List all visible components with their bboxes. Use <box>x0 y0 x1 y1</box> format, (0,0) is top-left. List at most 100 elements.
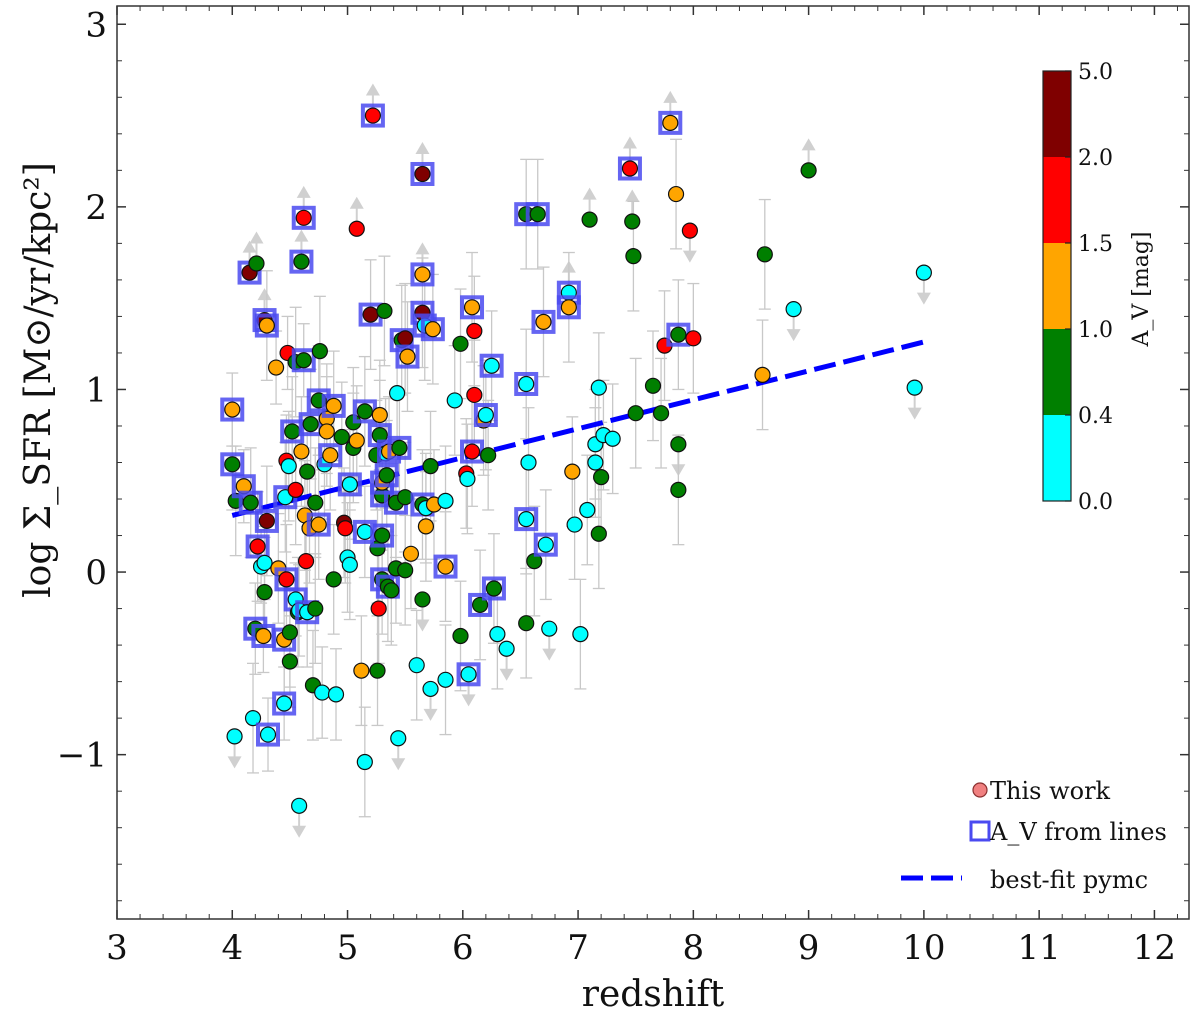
data-point <box>341 476 358 493</box>
lower-limit-arrow <box>257 288 272 301</box>
av-lines-square <box>245 534 270 559</box>
data-point <box>397 330 414 347</box>
upper-limit-arrow <box>292 825 307 838</box>
data-point <box>564 463 581 480</box>
colorbar-segment <box>1043 329 1071 415</box>
data-point <box>489 626 506 643</box>
data-point <box>348 220 365 237</box>
av-lines-square <box>289 249 314 274</box>
data-point <box>572 626 589 643</box>
data-point <box>624 213 641 230</box>
upper-limit-arrow <box>227 756 242 769</box>
data-point <box>322 447 339 464</box>
av-lines-square <box>256 722 281 747</box>
data-point <box>356 753 373 771</box>
lower-limit-arrow <box>365 83 380 96</box>
data-point <box>278 571 295 588</box>
lower-limit-arrow <box>625 189 640 202</box>
data-point <box>466 322 483 340</box>
data-point <box>560 299 577 316</box>
legend-av-lines-marker <box>969 820 991 842</box>
data-point <box>579 501 596 519</box>
upper-limit-arrow <box>499 668 514 681</box>
data-point <box>452 627 469 645</box>
data-point <box>670 481 687 498</box>
data-point <box>466 386 483 404</box>
data-point <box>477 406 494 424</box>
av-lines-square <box>337 472 362 497</box>
data-point <box>437 558 454 575</box>
data-point <box>518 375 535 393</box>
av-lines-square <box>291 205 316 230</box>
data-point <box>295 352 312 369</box>
upper-limit-arrow <box>461 694 476 707</box>
data-point <box>224 401 241 418</box>
x-tick-label: 7 <box>567 928 589 968</box>
data-point <box>297 553 315 570</box>
colorbar-segment <box>1043 415 1071 501</box>
data-point <box>414 266 431 283</box>
data-point <box>590 525 607 542</box>
x-tick-label: 10 <box>902 928 945 968</box>
data-point <box>566 516 583 533</box>
upper-limit-arrow <box>786 329 801 342</box>
data-point <box>302 416 319 433</box>
colorbar-segment <box>1043 157 1071 243</box>
lower-limit-arrow <box>242 240 257 253</box>
data-point <box>353 662 370 679</box>
data-point <box>667 185 685 203</box>
data-point <box>287 481 304 498</box>
data-point <box>670 326 687 343</box>
av-lines-square <box>220 397 245 422</box>
data-point <box>371 406 388 424</box>
av-lines-square <box>387 435 412 460</box>
data-point <box>399 348 416 365</box>
data-point <box>662 114 679 131</box>
av-lines-square <box>272 691 297 716</box>
data-point <box>906 379 923 396</box>
av-lines-square <box>291 348 316 373</box>
data-point <box>383 582 400 599</box>
data-point <box>364 107 381 124</box>
data-point <box>681 222 698 239</box>
x-tick-label: 11 <box>1018 928 1061 968</box>
data-point <box>295 209 312 226</box>
data-point <box>408 657 425 674</box>
data-point <box>280 458 297 475</box>
av-lines-square <box>460 295 485 320</box>
colorbar-segment <box>1043 243 1071 329</box>
av-lines-square <box>410 161 435 186</box>
x-tick-label: 6 <box>452 928 474 968</box>
data-point <box>518 511 535 528</box>
data-point <box>397 562 414 579</box>
data-point <box>378 467 395 484</box>
data-point <box>520 454 537 471</box>
data-point <box>417 518 435 535</box>
data-point <box>284 423 301 440</box>
data-point <box>327 686 345 703</box>
av-lines-square <box>617 156 642 181</box>
y-axis-label: log Σ_SFR [M⊙/yr/kpc²] <box>18 162 59 598</box>
data-point <box>485 580 503 597</box>
data-point <box>244 710 262 727</box>
lower-limit-arrow <box>296 185 311 198</box>
data-point <box>242 494 259 511</box>
data-point <box>590 379 607 396</box>
legend-this-work-marker <box>972 782 988 798</box>
data-point <box>389 385 406 402</box>
colorbar-tick-label: 5.0 <box>1078 60 1113 85</box>
av-lines-square <box>479 353 504 378</box>
data-point <box>593 469 610 486</box>
data-point <box>685 330 702 347</box>
av-lines-square <box>370 523 395 548</box>
data-points <box>220 103 932 814</box>
data-point <box>256 554 273 572</box>
av-lines-square <box>525 202 550 227</box>
av-lines-square <box>298 412 323 437</box>
data-point <box>390 730 407 747</box>
av-lines-square <box>410 262 435 287</box>
av-lines-square <box>321 393 346 418</box>
data-point <box>348 432 365 449</box>
av-lines-square <box>468 592 493 617</box>
